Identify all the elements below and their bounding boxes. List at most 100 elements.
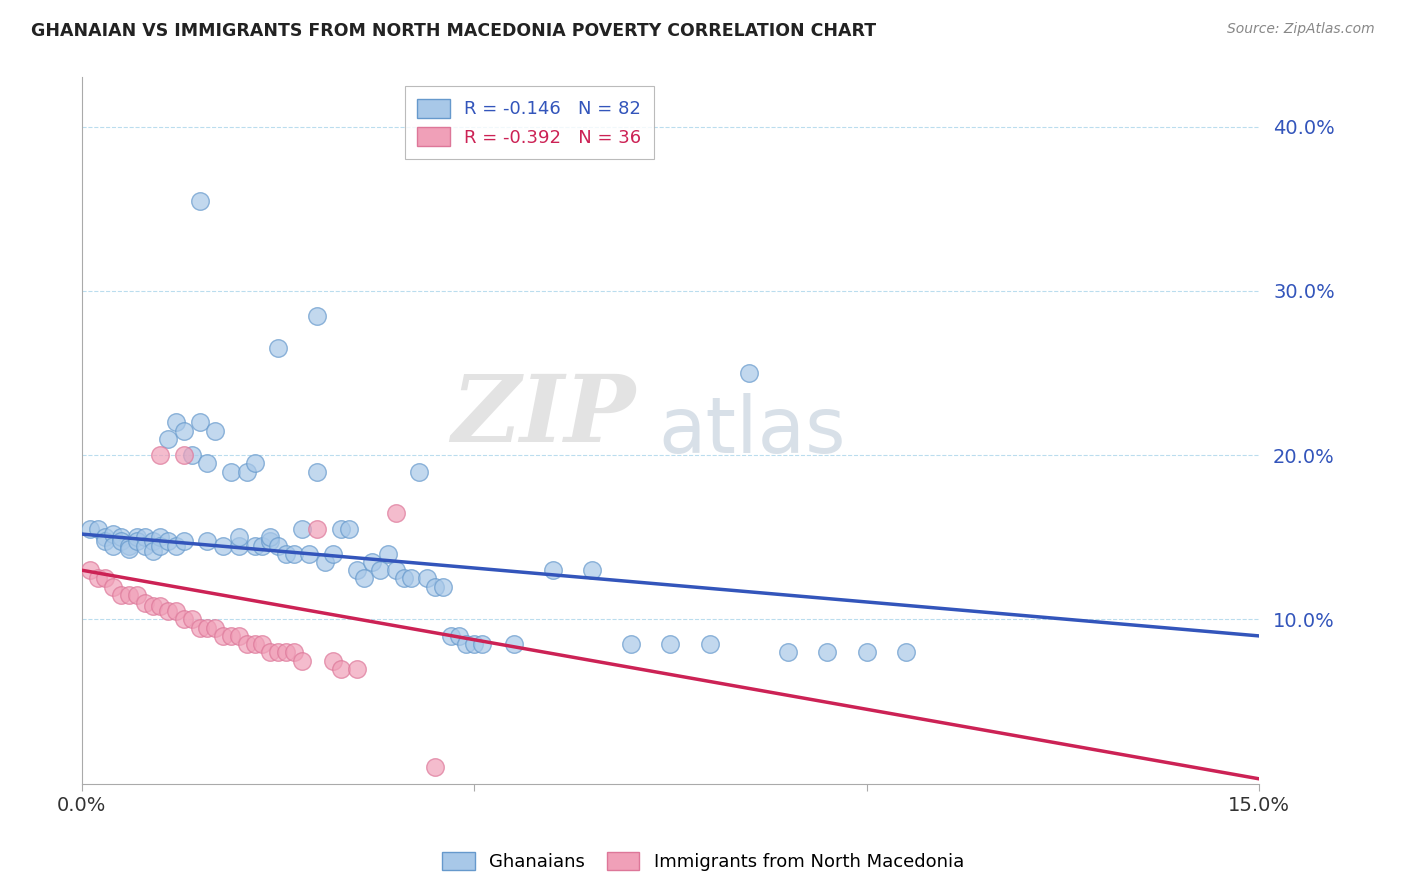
Point bbox=[212, 539, 235, 553]
Point bbox=[228, 530, 250, 544]
Point bbox=[165, 604, 187, 618]
Point bbox=[432, 580, 454, 594]
Point bbox=[298, 547, 321, 561]
Point bbox=[346, 662, 368, 676]
Point bbox=[173, 448, 195, 462]
Point bbox=[149, 448, 172, 462]
Point bbox=[401, 571, 423, 585]
Point bbox=[329, 522, 352, 536]
Point bbox=[243, 539, 266, 553]
Point bbox=[219, 629, 242, 643]
Point bbox=[502, 637, 524, 651]
Point bbox=[307, 309, 329, 323]
Point bbox=[134, 596, 156, 610]
Point bbox=[778, 645, 800, 659]
Point bbox=[165, 416, 187, 430]
Point bbox=[94, 530, 117, 544]
Point bbox=[377, 547, 399, 561]
Point bbox=[94, 533, 117, 548]
Point bbox=[173, 533, 195, 548]
Point bbox=[219, 465, 242, 479]
Point bbox=[157, 432, 180, 446]
Point bbox=[659, 637, 682, 651]
Point bbox=[188, 621, 211, 635]
Point bbox=[252, 539, 274, 553]
Point bbox=[118, 541, 141, 556]
Point bbox=[180, 448, 202, 462]
Point bbox=[110, 530, 132, 544]
Point bbox=[361, 555, 384, 569]
Point bbox=[141, 599, 163, 614]
Point bbox=[188, 194, 211, 208]
Point bbox=[440, 629, 463, 643]
Point bbox=[817, 645, 839, 659]
Point bbox=[463, 637, 485, 651]
Point bbox=[157, 533, 180, 548]
Point bbox=[180, 613, 202, 627]
Legend: R = -0.146   N = 82, R = -0.392   N = 36: R = -0.146 N = 82, R = -0.392 N = 36 bbox=[405, 87, 654, 160]
Point bbox=[322, 654, 344, 668]
Point bbox=[259, 530, 281, 544]
Point bbox=[471, 637, 494, 651]
Point bbox=[118, 539, 141, 553]
Point bbox=[392, 571, 415, 585]
Point bbox=[103, 580, 125, 594]
Point bbox=[125, 533, 148, 548]
Text: GHANAIAN VS IMMIGRANTS FROM NORTH MACEDONIA POVERTY CORRELATION CHART: GHANAIAN VS IMMIGRANTS FROM NORTH MACEDO… bbox=[31, 22, 876, 40]
Point bbox=[212, 629, 235, 643]
Point bbox=[541, 563, 564, 577]
Legend: Ghanaians, Immigrants from North Macedonia: Ghanaians, Immigrants from North Macedon… bbox=[434, 845, 972, 879]
Point bbox=[353, 571, 375, 585]
Text: atlas: atlas bbox=[659, 392, 846, 468]
Point bbox=[197, 621, 219, 635]
Point bbox=[94, 571, 117, 585]
Point bbox=[125, 530, 148, 544]
Point bbox=[86, 522, 108, 536]
Point bbox=[228, 539, 250, 553]
Point bbox=[165, 539, 187, 553]
Point bbox=[243, 457, 266, 471]
Point bbox=[79, 563, 101, 577]
Point bbox=[103, 527, 125, 541]
Point bbox=[141, 543, 163, 558]
Point bbox=[314, 555, 336, 569]
Point bbox=[267, 342, 290, 356]
Point bbox=[283, 645, 305, 659]
Point bbox=[423, 760, 446, 774]
Point bbox=[204, 621, 226, 635]
Point bbox=[134, 539, 156, 553]
Point bbox=[337, 522, 360, 536]
Point bbox=[267, 645, 290, 659]
Point bbox=[447, 629, 470, 643]
Point bbox=[157, 604, 180, 618]
Point bbox=[291, 522, 314, 536]
Point bbox=[274, 547, 297, 561]
Point bbox=[423, 580, 446, 594]
Point bbox=[149, 599, 172, 614]
Point bbox=[149, 530, 172, 544]
Point bbox=[620, 637, 643, 651]
Point bbox=[385, 563, 408, 577]
Point bbox=[110, 533, 132, 548]
Point bbox=[173, 424, 195, 438]
Point bbox=[738, 366, 761, 380]
Text: ZIP: ZIP bbox=[451, 371, 636, 461]
Point bbox=[456, 637, 478, 651]
Point bbox=[894, 645, 917, 659]
Point bbox=[149, 539, 172, 553]
Point bbox=[291, 654, 314, 668]
Point bbox=[173, 613, 195, 627]
Point bbox=[188, 416, 211, 430]
Point bbox=[329, 662, 352, 676]
Point bbox=[125, 588, 148, 602]
Point bbox=[699, 637, 721, 651]
Point bbox=[235, 637, 257, 651]
Point bbox=[581, 563, 603, 577]
Point bbox=[259, 645, 281, 659]
Point bbox=[252, 637, 274, 651]
Point bbox=[197, 457, 219, 471]
Point bbox=[346, 563, 368, 577]
Point bbox=[416, 571, 439, 585]
Point bbox=[204, 424, 226, 438]
Text: Source: ZipAtlas.com: Source: ZipAtlas.com bbox=[1227, 22, 1375, 37]
